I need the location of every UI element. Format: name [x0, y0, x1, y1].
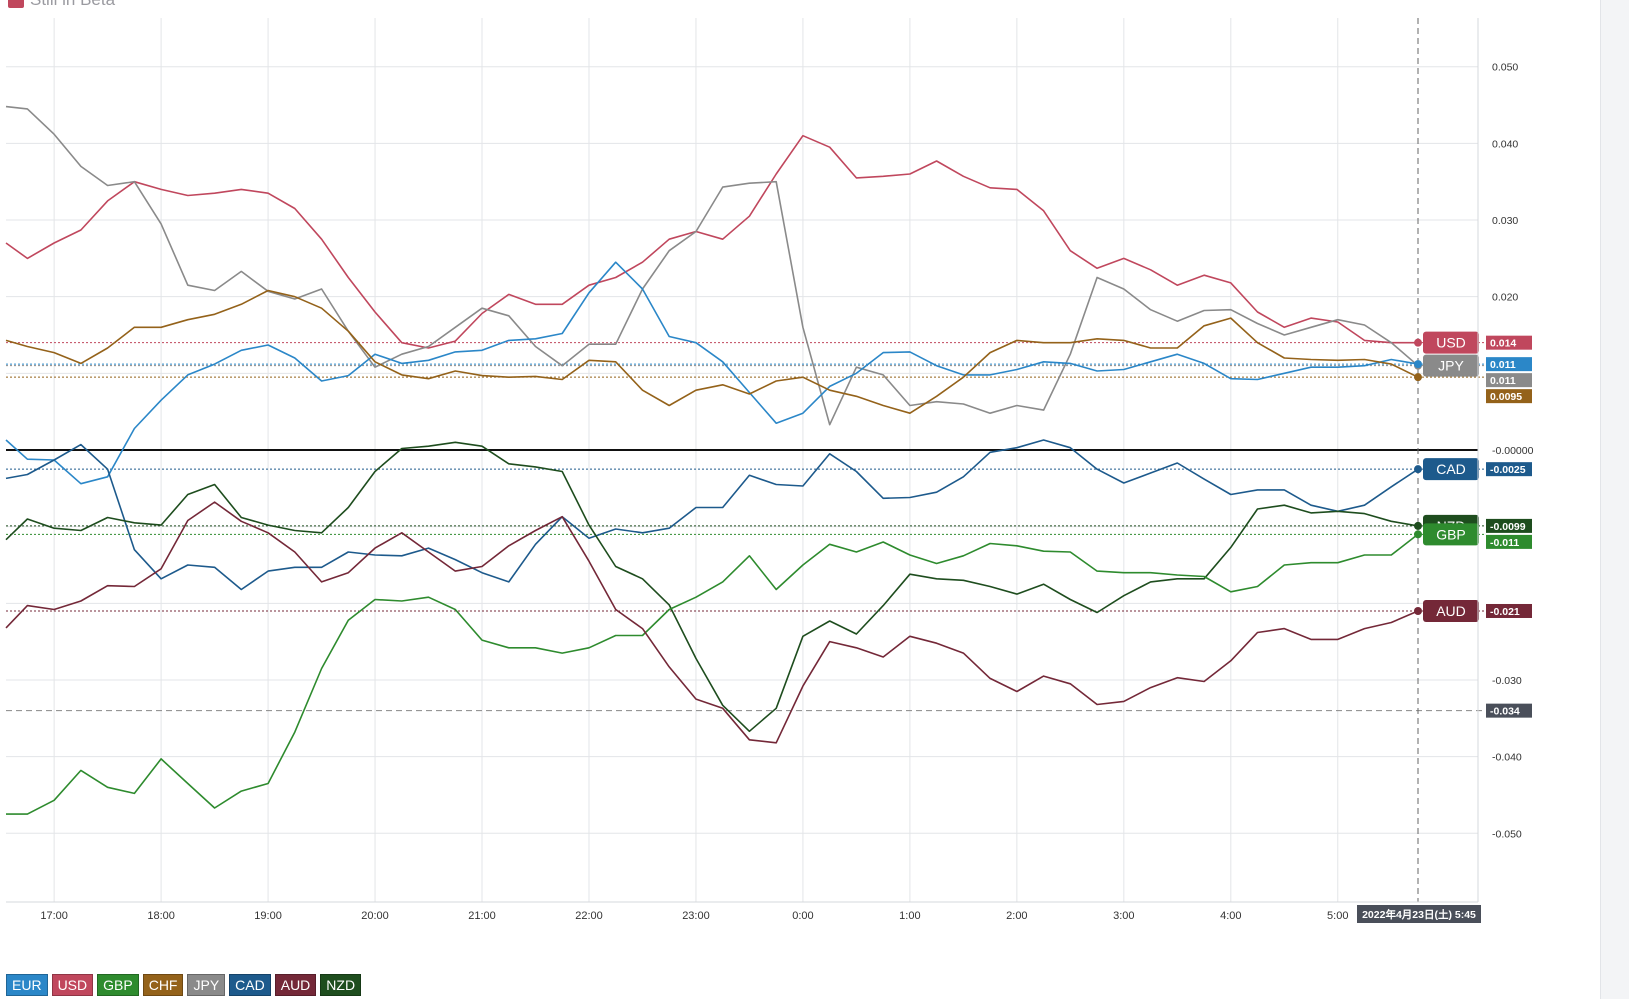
x-tick-label: 23:00 — [682, 910, 710, 922]
value-label-nzd: -0.0099 — [1486, 518, 1532, 533]
series-end-marker-cad — [1414, 465, 1422, 474]
currency-badge-bg — [1423, 354, 1479, 377]
value-label-text: -0.0025 — [1490, 464, 1526, 476]
currency-badge-bg — [1423, 458, 1479, 481]
series-line-gbp — [6, 533, 1419, 815]
currency-badge-gbp: GBP — [1423, 523, 1479, 546]
series-line-chf — [5, 289, 1419, 414]
value-label-gbp: -0.011 — [1486, 534, 1532, 549]
currency-badge-aud: AUD — [1423, 599, 1479, 622]
value-label-bg — [1486, 462, 1532, 477]
reference-label-bg — [1486, 703, 1532, 718]
y-tick-label: 0.040 — [1492, 138, 1518, 150]
legend-button-nzd[interactable]: NZD — [320, 974, 362, 996]
value-label-jpy: 0.011 — [1486, 373, 1532, 388]
currency-badge-label: CAD — [1436, 461, 1466, 477]
beta-flask-icon — [8, 0, 24, 8]
series-line-eur — [5, 261, 1419, 485]
value-label-text: 0.011 — [1490, 359, 1516, 371]
currency-badge-label: GBP — [1436, 526, 1466, 542]
value-label-text: -0.011 — [1490, 537, 1519, 549]
x-tick-label: 5:00 — [1327, 910, 1348, 922]
series-end-marker-eur — [1414, 360, 1422, 369]
value-label-aud: -0.021 — [1486, 603, 1532, 618]
y-tick-label: -0.00000 — [1492, 445, 1534, 457]
currency-badge-label: JPY — [1438, 358, 1464, 374]
beta-banner: Still in Beta — [8, 0, 115, 10]
right-panel-strip — [1600, 0, 1629, 999]
legend-button-aud[interactable]: AUD — [274, 974, 317, 996]
currency-badge-bg — [1423, 523, 1479, 546]
currency-badge-label: AUD — [1436, 603, 1466, 619]
series-line-usd — [5, 134, 1418, 349]
y-tick-label: 0.030 — [1492, 215, 1518, 227]
currency-badge-bg — [1423, 331, 1479, 354]
series-line-jpy — [5, 105, 1419, 426]
value-label-eur: 0.011 — [1486, 357, 1532, 372]
x-tick-label: 1:00 — [899, 910, 920, 922]
value-label-text: -0.0099 — [1490, 521, 1526, 533]
cursor-time-bg — [1357, 905, 1481, 923]
value-label-bg — [1486, 603, 1532, 618]
x-tick-label: 18:00 — [147, 910, 175, 922]
series-end-marker-nzd — [1414, 521, 1422, 530]
cursor-time-label: 2022年4月23日(土) 5:45 — [1357, 905, 1481, 923]
plot-area — [6, 18, 1478, 902]
value-label-bg — [1486, 534, 1532, 549]
legend-button-usd[interactable]: USD — [51, 974, 94, 996]
value-label-bg — [1486, 389, 1532, 404]
series-end-marker-chf — [1414, 373, 1422, 382]
beta-banner-text: Still in Beta — [30, 0, 115, 10]
value-label-text: 0.014 — [1490, 338, 1516, 350]
currency-badge-cad: CAD — [1423, 458, 1479, 481]
series-end-marker-gbp — [1414, 530, 1422, 539]
reference-label-text: -0.034 — [1490, 706, 1520, 718]
legend-button-eur[interactable]: EUR — [6, 974, 48, 996]
series-line-aud — [5, 501, 1419, 744]
value-label-bg — [1486, 373, 1532, 388]
x-tick-label: 2:00 — [1006, 910, 1027, 922]
legend-button-jpy[interactable]: JPY — [187, 974, 226, 996]
value-label-text: 0.0095 — [1490, 391, 1522, 403]
series-line-nzd — [5, 441, 1419, 733]
currency-badge-usd: USD — [1423, 331, 1479, 354]
x-tick-label: 20:00 — [361, 910, 389, 922]
cursor-time-text: 2022年4月23日(土) 5:45 — [1362, 908, 1476, 921]
legend-button-gbp[interactable]: GBP — [97, 974, 139, 996]
currency-badge-bg — [1423, 599, 1479, 622]
value-label-bg — [1486, 357, 1532, 372]
legend-button-cad[interactable]: CAD — [229, 974, 271, 996]
x-tick-label: 4:00 — [1220, 910, 1241, 922]
value-label-text: 0.011 — [1490, 375, 1516, 387]
x-tick-label: 17:00 — [40, 910, 68, 922]
currency-legend: EUR USD GBP CHF JPY CAD AUD NZD — [6, 974, 362, 996]
y-tick-label: 0.050 — [1492, 62, 1518, 74]
reference-value-label: -0.034 — [1486, 703, 1532, 718]
x-tick-label: 21:00 — [468, 910, 496, 922]
value-label-bg — [1486, 335, 1532, 350]
y-tick-label: -0.040 — [1492, 752, 1522, 764]
value-label-chf: 0.0095 — [1486, 389, 1532, 404]
grid-lines — [6, 18, 1478, 902]
y-tick-label: -0.030 — [1492, 675, 1522, 687]
currency-badge-jpy: JPY — [1423, 354, 1479, 377]
legend-button-chf[interactable]: CHF — [142, 974, 184, 996]
y-tick-label: 0.020 — [1492, 292, 1518, 304]
value-label-cad: -0.0025 — [1486, 462, 1532, 477]
series-end-marker-aud — [1414, 606, 1422, 615]
series-end-marker-usd — [1414, 338, 1422, 347]
value-label-text: -0.021 — [1490, 606, 1520, 618]
x-tick-label: 3:00 — [1113, 910, 1134, 922]
x-tick-label: 0:00 — [792, 910, 813, 922]
value-label-bg — [1486, 518, 1532, 533]
currency-badge-label: USD — [1436, 335, 1466, 351]
y-tick-label: -0.050 — [1492, 828, 1522, 840]
series-line-cad — [5, 439, 1419, 591]
x-tick-label: 22:00 — [575, 910, 603, 922]
value-label-usd: 0.014 — [1486, 335, 1532, 350]
x-tick-label: 19:00 — [254, 910, 282, 922]
